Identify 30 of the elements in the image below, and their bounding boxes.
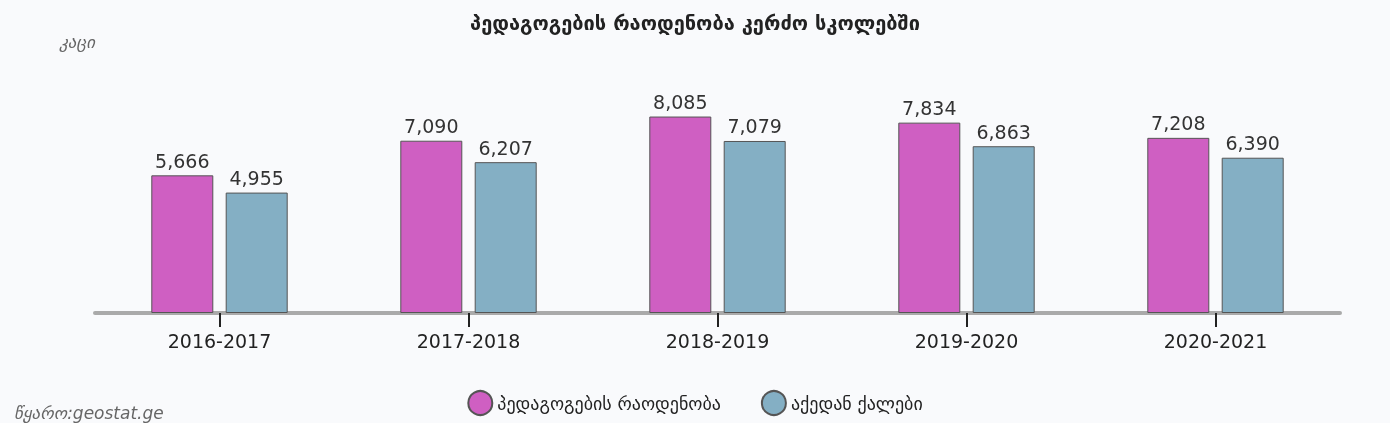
data-label: 6,863: [976, 120, 1031, 143]
bar: [151, 175, 214, 313]
x-tick-label: 2019-2020: [914, 329, 1019, 352]
data-label: 5,666: [155, 149, 210, 172]
text: წყარო:geostat.ge: [14, 402, 164, 423]
legend-label: პედაგოგების რაოდენობა: [497, 392, 721, 414]
bar: [898, 122, 961, 313]
x-tick-label: 2020-2021: [1163, 329, 1268, 352]
legend-label: აქედან ქალები: [790, 392, 923, 414]
bar: [1147, 137, 1210, 313]
data-label: 4,955: [229, 167, 284, 190]
x-tick-label: 2018-2019: [665, 329, 770, 352]
data-label: 7,208: [1151, 112, 1206, 135]
bar: [972, 146, 1035, 313]
data-label: 7,834: [902, 97, 957, 120]
y-axis-title: კაცი: [58, 31, 97, 52]
data-label: 6,207: [478, 136, 533, 159]
x-tick-label: 2017-2018: [416, 329, 521, 352]
data-label: 7,090: [404, 115, 459, 138]
x-tick-label: 2016-2017: [167, 329, 272, 352]
data-label: 8,085: [653, 91, 708, 114]
bar: [400, 140, 463, 313]
bar: [723, 140, 786, 313]
bar: [225, 192, 288, 313]
bar: [649, 116, 712, 313]
data-label: 7,079: [727, 115, 782, 138]
bar: [474, 162, 537, 313]
chart-title: პედაგოგების რაოდენობა კერძო სკოლებში: [470, 11, 920, 35]
data-label: 6,390: [1225, 132, 1280, 155]
bar: [1221, 157, 1284, 313]
